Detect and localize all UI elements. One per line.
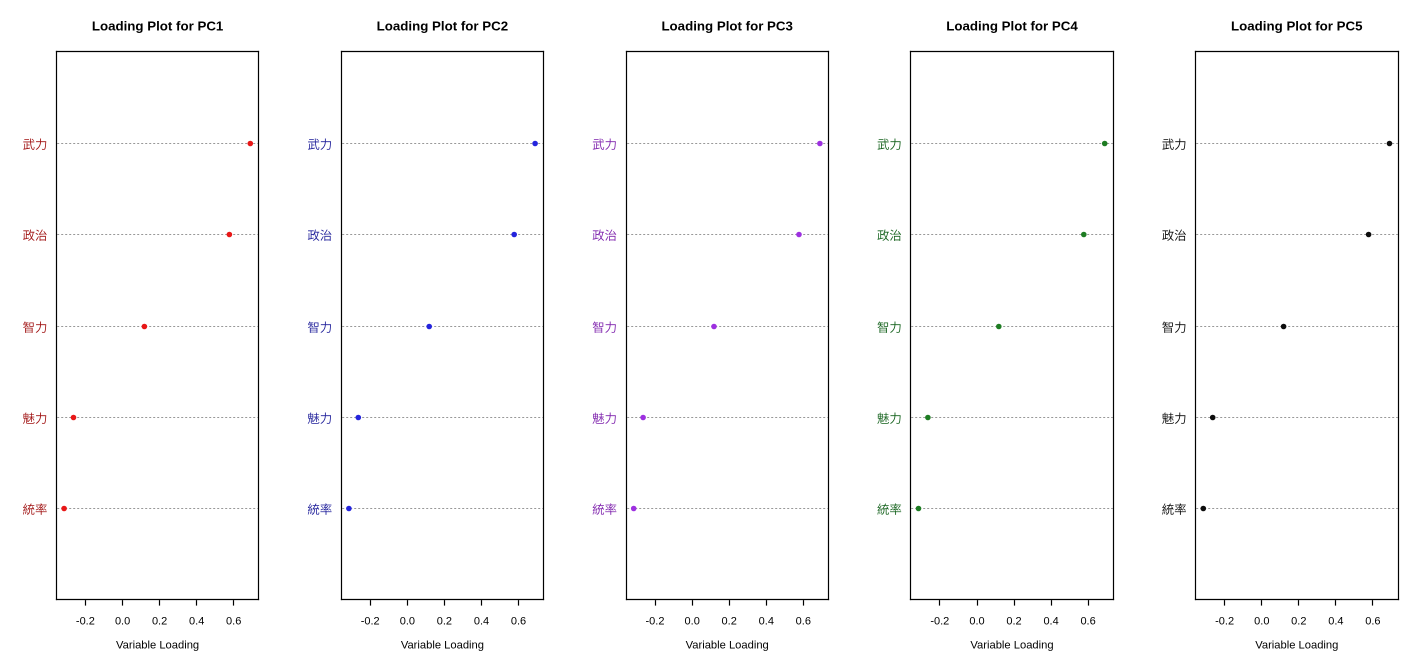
svg-text:Variable Loading: Variable Loading (686, 640, 769, 652)
svg-text:0.2: 0.2 (722, 616, 737, 628)
svg-text:0.6: 0.6 (511, 616, 526, 628)
svg-text:Loading Plot for PC4: Loading Plot for PC4 (946, 19, 1078, 34)
svg-text:-0.2: -0.2 (1215, 616, 1234, 628)
svg-text:0.4: 0.4 (1328, 616, 1343, 628)
svg-text:0.0: 0.0 (115, 616, 130, 628)
svg-text:0.6: 0.6 (796, 616, 811, 628)
svg-text:0.0: 0.0 (400, 616, 415, 628)
svg-text:0.2: 0.2 (1291, 616, 1306, 628)
svg-text:Loading Plot for PC2: Loading Plot for PC2 (377, 19, 509, 34)
svg-text:Variable Loading: Variable Loading (116, 640, 199, 652)
svg-text:-0.2: -0.2 (76, 616, 95, 628)
svg-text:Variable Loading: Variable Loading (970, 640, 1053, 652)
svg-text:-0.2: -0.2 (646, 616, 665, 628)
svg-text:0.4: 0.4 (189, 616, 204, 628)
svg-text:0.4: 0.4 (759, 616, 774, 628)
svg-text:0.2: 0.2 (1006, 616, 1021, 628)
svg-text:-0.2: -0.2 (930, 616, 949, 628)
svg-text:0.2: 0.2 (152, 616, 167, 628)
svg-text:Loading Plot for PC5: Loading Plot for PC5 (1231, 19, 1363, 34)
svg-text:0.4: 0.4 (474, 616, 489, 628)
svg-text:-0.2: -0.2 (361, 616, 380, 628)
svg-text:0.6: 0.6 (1080, 616, 1095, 628)
svg-text:0.4: 0.4 (1043, 616, 1058, 628)
svg-text:0.0: 0.0 (969, 616, 984, 628)
svg-text:Loading Plot for PC3: Loading Plot for PC3 (661, 19, 793, 34)
svg-text:Variable Loading: Variable Loading (401, 640, 484, 652)
svg-text:0.2: 0.2 (437, 616, 452, 628)
svg-text:0.0: 0.0 (1254, 616, 1269, 628)
svg-text:Variable Loading: Variable Loading (1255, 640, 1338, 652)
svg-text:0.0: 0.0 (685, 616, 700, 628)
svg-text:0.6: 0.6 (226, 616, 241, 628)
svg-text:0.6: 0.6 (1365, 616, 1380, 628)
svg-text:Loading Plot for PC1: Loading Plot for PC1 (92, 19, 224, 34)
